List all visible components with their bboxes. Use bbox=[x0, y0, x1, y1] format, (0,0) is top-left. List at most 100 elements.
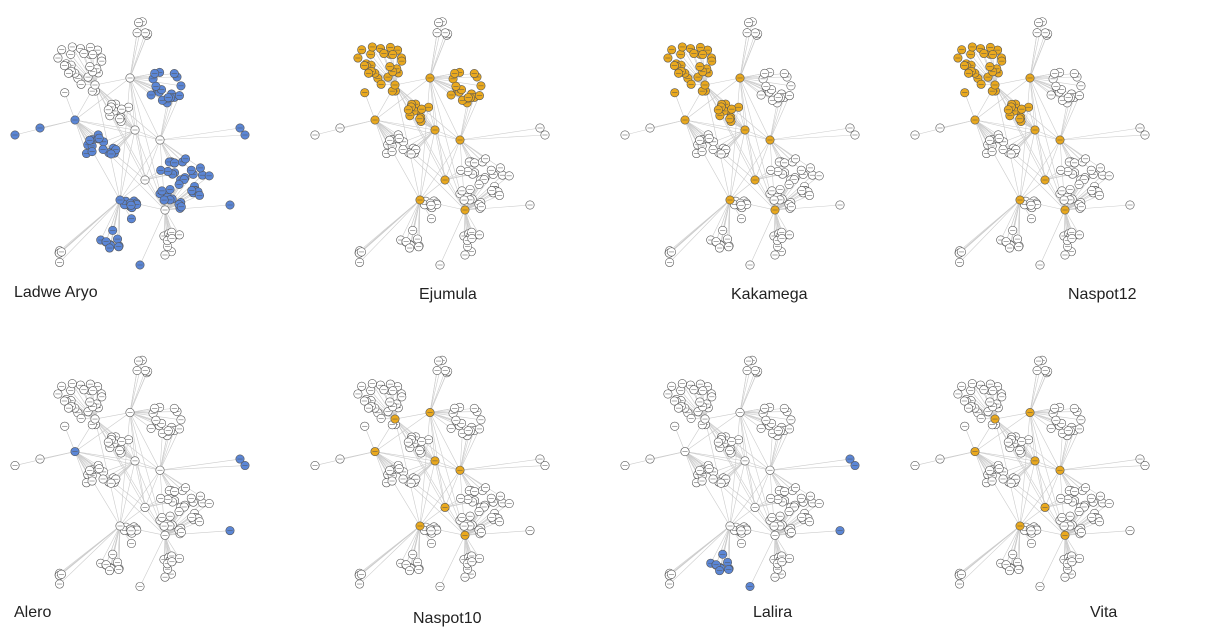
edge bbox=[1003, 460, 1036, 473]
edge bbox=[684, 77, 741, 121]
edge bbox=[1044, 507, 1066, 536]
edge bbox=[710, 199, 731, 241]
edge bbox=[739, 371, 758, 413]
edge bbox=[729, 460, 746, 527]
edge bbox=[459, 127, 541, 141]
edge bbox=[974, 119, 1036, 131]
edge bbox=[129, 77, 157, 87]
edges bbox=[14, 360, 246, 587]
edge bbox=[1029, 77, 1061, 141]
edge bbox=[119, 179, 146, 201]
edge bbox=[459, 465, 546, 471]
edge bbox=[704, 84, 771, 141]
edge bbox=[729, 412, 741, 527]
edge bbox=[119, 470, 161, 527]
edge bbox=[444, 470, 461, 508]
edge bbox=[959, 199, 1021, 263]
edge bbox=[974, 119, 1021, 201]
edge bbox=[429, 371, 448, 413]
edge bbox=[339, 451, 376, 460]
edge bbox=[974, 412, 1031, 452]
edge bbox=[1059, 430, 1075, 471]
network-panel-vita: Vita bbox=[900, 340, 1200, 639]
panel-label: Lalira bbox=[753, 604, 793, 621]
edge bbox=[74, 451, 99, 466]
edge bbox=[394, 84, 446, 181]
edge bbox=[769, 97, 785, 141]
panel-label: Ladwe Aryo bbox=[14, 284, 98, 301]
edge bbox=[1029, 412, 1036, 461]
edge bbox=[684, 119, 746, 131]
edge bbox=[405, 525, 421, 565]
edge bbox=[159, 469, 192, 499]
edge bbox=[159, 430, 175, 471]
edge bbox=[74, 119, 136, 131]
edge bbox=[729, 77, 741, 201]
edge bbox=[1005, 525, 1021, 565]
edge bbox=[94, 412, 131, 420]
edge bbox=[419, 129, 436, 201]
edge bbox=[974, 119, 987, 154]
edge bbox=[429, 412, 436, 461]
edge bbox=[159, 95, 180, 141]
edge bbox=[671, 199, 731, 253]
edge bbox=[1059, 458, 1141, 471]
edge bbox=[684, 119, 731, 201]
edge bbox=[429, 370, 446, 413]
edge bbox=[1059, 139, 1086, 160]
panel-label: Ejumula bbox=[419, 286, 477, 303]
edge bbox=[649, 119, 686, 129]
edge bbox=[429, 77, 452, 96]
edge bbox=[974, 119, 999, 136]
edge bbox=[754, 139, 771, 181]
edge bbox=[70, 64, 96, 86]
network-graph bbox=[10, 17, 250, 270]
edge bbox=[374, 451, 466, 536]
edge bbox=[429, 77, 463, 101]
edge bbox=[134, 129, 146, 181]
edge bbox=[1059, 102, 1068, 141]
edge bbox=[129, 370, 146, 413]
edge bbox=[129, 77, 163, 101]
network-panel-naspot10: Naspot10 bbox=[300, 340, 600, 639]
edge bbox=[94, 418, 146, 508]
edge bbox=[429, 77, 457, 87]
network-panel-naspot12: Naspot12 bbox=[900, 0, 1200, 320]
edge bbox=[444, 179, 466, 211]
panel-label: Kakamega bbox=[731, 286, 808, 303]
edge bbox=[715, 525, 731, 565]
edge bbox=[409, 199, 421, 249]
edge bbox=[403, 129, 436, 143]
edge bbox=[1005, 199, 1021, 242]
edge bbox=[144, 507, 166, 536]
edge bbox=[994, 84, 1046, 181]
edge bbox=[769, 102, 778, 141]
edge bbox=[159, 469, 186, 488]
edge bbox=[129, 33, 148, 79]
edge bbox=[100, 199, 121, 241]
edge bbox=[61, 199, 121, 253]
edge bbox=[374, 412, 431, 452]
edge bbox=[119, 139, 161, 201]
edge bbox=[444, 139, 461, 181]
edge bbox=[1044, 139, 1061, 181]
edge bbox=[684, 412, 741, 452]
edge bbox=[1039, 209, 1066, 266]
edge bbox=[159, 134, 246, 141]
edge bbox=[74, 412, 131, 452]
edge bbox=[1029, 77, 1036, 131]
edge bbox=[939, 119, 976, 129]
edge bbox=[939, 451, 976, 460]
nodes bbox=[910, 17, 1150, 270]
edge bbox=[749, 209, 776, 266]
edge bbox=[1000, 525, 1021, 564]
edge bbox=[119, 507, 146, 527]
edge bbox=[1029, 371, 1048, 413]
nodes bbox=[310, 355, 550, 591]
edge bbox=[684, 451, 746, 462]
edge bbox=[704, 77, 741, 86]
edge bbox=[374, 119, 461, 141]
edge bbox=[1059, 134, 1146, 141]
edge bbox=[1019, 129, 1036, 201]
edge bbox=[374, 77, 431, 121]
